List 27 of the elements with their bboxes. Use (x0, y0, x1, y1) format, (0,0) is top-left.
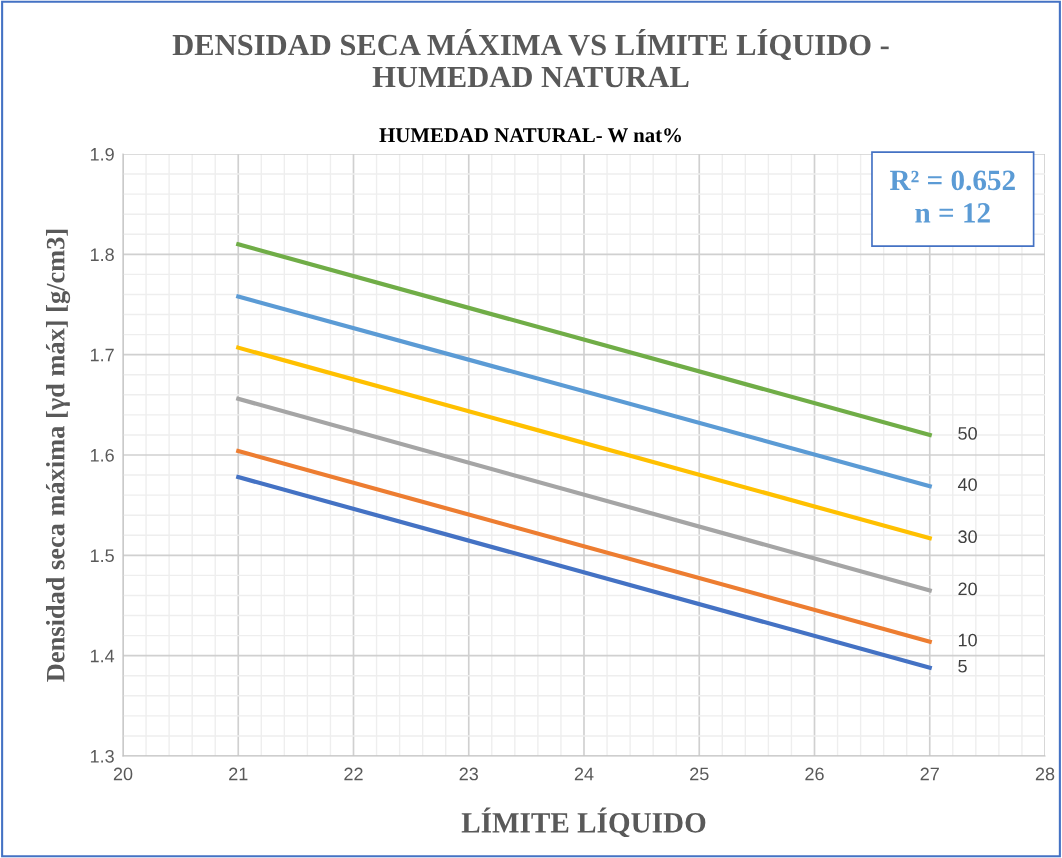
series-label: 20 (958, 582, 977, 596)
chart-subtitle: HUMEDAD NATURAL- W nat% (379, 128, 681, 143)
x-tick-label: 26 (805, 767, 824, 781)
y-tick-label: 1.6 (90, 448, 114, 462)
y-tick-label: 1.9 (90, 147, 114, 161)
series-label: 30 (958, 530, 977, 544)
x-axis-title: LÍMITE LÍQUIDO (461, 807, 706, 838)
series-label: 5 (958, 659, 967, 673)
y-tick-label: 1.8 (90, 248, 114, 262)
chart-title: DENSIDAD SECA MÁXIMA VS LÍMITE LÍQUIDO - HUMEDAD NATURAL (172, 28, 889, 88)
x-tick-label: 21 (229, 767, 248, 781)
y-tick-label: 1.7 (90, 348, 114, 362)
series-label: 40 (957, 478, 977, 491)
y-tick-label: 1.5 (90, 549, 114, 563)
x-tick-label: 27 (920, 767, 939, 781)
x-tick-label: 23 (459, 767, 478, 781)
y-axis-title: Densidad seca máxima [γd máx] [g/cm3] (45, 229, 71, 682)
annotation: R² = 0.652 n = 12 (889, 170, 1015, 223)
x-tick-label: 28 (1035, 767, 1055, 781)
y-tick-label: 1.3 (90, 749, 114, 763)
x-tick-label: 22 (344, 767, 363, 781)
x-tick-label: 24 (574, 767, 594, 781)
x-tick-label: 25 (690, 767, 709, 781)
series-label: 10 (958, 633, 977, 647)
x-tick-label: 20 (113, 767, 133, 781)
series-label: 50 (958, 426, 977, 440)
y-tick-label: 1.4 (90, 649, 115, 663)
